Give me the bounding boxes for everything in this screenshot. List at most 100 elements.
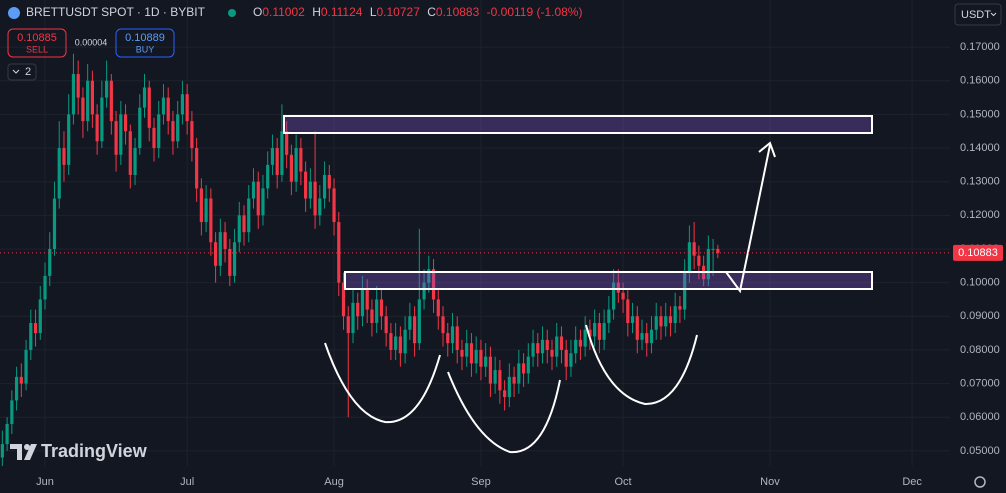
candle-body — [716, 248, 720, 253]
candle-body — [564, 349, 568, 367]
candle-body — [517, 363, 521, 384]
candle-body — [521, 363, 526, 374]
candle-body — [67, 114, 71, 165]
candle-body — [147, 87, 151, 128]
buy-price: 0.10889 — [125, 32, 165, 44]
candle-body — [379, 299, 384, 317]
candle-body — [488, 356, 492, 384]
candle-body — [403, 329, 407, 354]
buy-button[interactable] — [115, 28, 175, 58]
sell-label: SELL — [26, 44, 48, 54]
candle-body — [616, 282, 620, 293]
candle-body — [114, 121, 118, 155]
candle-body — [621, 292, 625, 300]
x-tick-label: Sep — [471, 476, 491, 488]
candle-body — [308, 181, 312, 199]
sell-price: 0.10885 — [17, 32, 57, 44]
candle-body — [384, 316, 388, 334]
candle-body — [199, 188, 203, 223]
candle-body — [313, 181, 317, 216]
x-tick-label: Nov — [760, 476, 780, 488]
price-tag — [953, 244, 1003, 261]
settings-icon[interactable] — [974, 476, 986, 488]
candle-body — [427, 269, 431, 283]
currency-select[interactable] — [954, 3, 1002, 26]
symbol-icon — [8, 7, 20, 19]
candle-body — [412, 316, 417, 344]
candle-body — [441, 316, 445, 334]
candle-body — [578, 339, 583, 347]
candle-body — [289, 154, 293, 182]
head-arc — [447, 371, 561, 454]
candle-body — [62, 148, 66, 165]
l-value: 0.10727 — [377, 5, 421, 19]
candle-body — [455, 326, 459, 350]
candle-body — [218, 232, 222, 266]
candle-body — [95, 114, 99, 142]
logo-dot — [24, 444, 30, 450]
o-value: 0.11002 — [262, 5, 305, 19]
candle-body — [24, 349, 28, 384]
candle-body — [81, 97, 85, 122]
candle-body — [251, 181, 256, 199]
candle-body — [408, 316, 412, 330]
candle-body — [33, 323, 38, 334]
candle-body — [540, 339, 545, 354]
candle-body — [450, 326, 455, 344]
candle-body — [48, 248, 52, 276]
time-axis — [0, 466, 1006, 493]
candle-body — [479, 349, 483, 367]
candle-body — [256, 181, 260, 216]
x-tick-label: Oct — [615, 476, 632, 488]
candle-body — [327, 174, 331, 189]
right-shoulder-arc — [585, 324, 698, 406]
candle-body — [474, 349, 478, 364]
candle-body — [465, 343, 469, 357]
currency: USDT — [961, 9, 991, 21]
candle-body — [370, 309, 374, 324]
candle-body — [664, 316, 668, 327]
candle-body — [356, 302, 360, 317]
y-tick-label: 0.05000 — [960, 445, 1000, 457]
sell-button[interactable] — [7, 28, 67, 58]
candle-body — [649, 329, 654, 344]
candle-body — [630, 316, 635, 324]
candle-body — [322, 174, 327, 199]
x-tick-label: Aug — [324, 476, 344, 488]
ohlc-header: O0.11002 H0.11124 L0.10727 C0.10883 -0.0… — [253, 5, 582, 19]
left-shoulder-arc — [324, 342, 441, 424]
arrow-head — [758, 141, 776, 158]
drawings — [283, 115, 873, 454]
candle-body — [706, 248, 710, 280]
y-tick-label: 0.13000 — [960, 176, 1000, 188]
chevron — [12, 69, 20, 74]
candle-body — [109, 80, 113, 122]
candle-body — [71, 74, 76, 115]
x-tick-label: Jun — [36, 476, 54, 488]
resistance-zone — [283, 115, 873, 134]
y-tick-label: 0.15000 — [960, 108, 1000, 120]
candle-body — [29, 323, 33, 350]
market-status[interactable] — [228, 9, 236, 17]
indicators-toggle[interactable] — [7, 63, 37, 81]
candle-body — [209, 198, 213, 243]
y-tick-label: 0.12000 — [960, 209, 1000, 221]
candle-body — [180, 94, 185, 115]
candle-body — [375, 299, 379, 324]
candle-body — [185, 94, 189, 122]
candle-body — [493, 370, 497, 384]
candle-body — [678, 306, 682, 310]
candle-body — [593, 323, 597, 337]
candle-body — [531, 343, 535, 357]
candle-body — [602, 323, 606, 340]
candle-body — [555, 336, 559, 357]
y-tick-label: 0.10000 — [960, 277, 1000, 289]
y-tick-label: 0.09000 — [960, 310, 1000, 322]
candle-body — [687, 242, 692, 273]
o-label: O — [253, 5, 262, 19]
candle-body — [228, 248, 232, 276]
logo: TradingView — [10, 441, 148, 461]
projection-arrow — [725, 144, 771, 294]
